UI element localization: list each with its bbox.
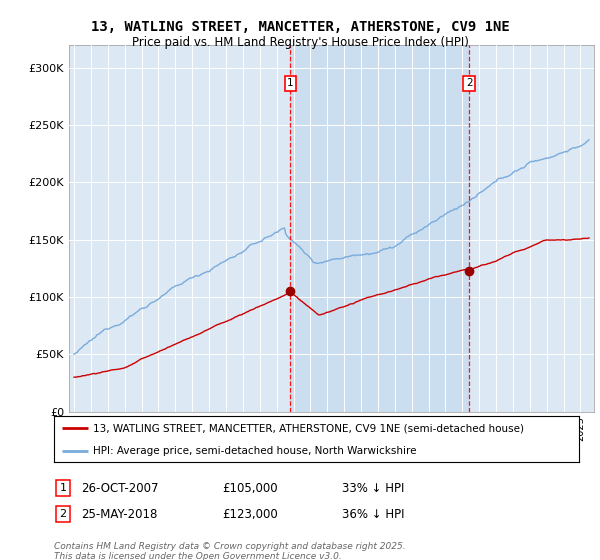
Text: HPI: Average price, semi-detached house, North Warwickshire: HPI: Average price, semi-detached house,… — [94, 446, 417, 455]
Text: 2: 2 — [466, 78, 472, 88]
Text: 13, WATLING STREET, MANCETTER, ATHERSTONE, CV9 1NE (semi-detached house): 13, WATLING STREET, MANCETTER, ATHERSTON… — [94, 423, 524, 433]
Text: 25-MAY-2018: 25-MAY-2018 — [81, 507, 157, 521]
Text: 2: 2 — [59, 509, 67, 519]
Text: £105,000: £105,000 — [222, 482, 278, 495]
Text: £123,000: £123,000 — [222, 507, 278, 521]
Text: 33% ↓ HPI: 33% ↓ HPI — [342, 482, 404, 495]
Text: Contains HM Land Registry data © Crown copyright and database right 2025.
This d: Contains HM Land Registry data © Crown c… — [54, 542, 406, 560]
Text: 1: 1 — [287, 78, 294, 88]
Bar — [290, 45, 469, 412]
Text: 36% ↓ HPI: 36% ↓ HPI — [342, 507, 404, 521]
Text: 13, WATLING STREET, MANCETTER, ATHERSTONE, CV9 1NE: 13, WATLING STREET, MANCETTER, ATHERSTON… — [91, 20, 509, 34]
Text: 1: 1 — [59, 483, 67, 493]
Text: Price paid vs. HM Land Registry's House Price Index (HPI): Price paid vs. HM Land Registry's House … — [131, 36, 469, 49]
Text: 26-OCT-2007: 26-OCT-2007 — [81, 482, 158, 495]
